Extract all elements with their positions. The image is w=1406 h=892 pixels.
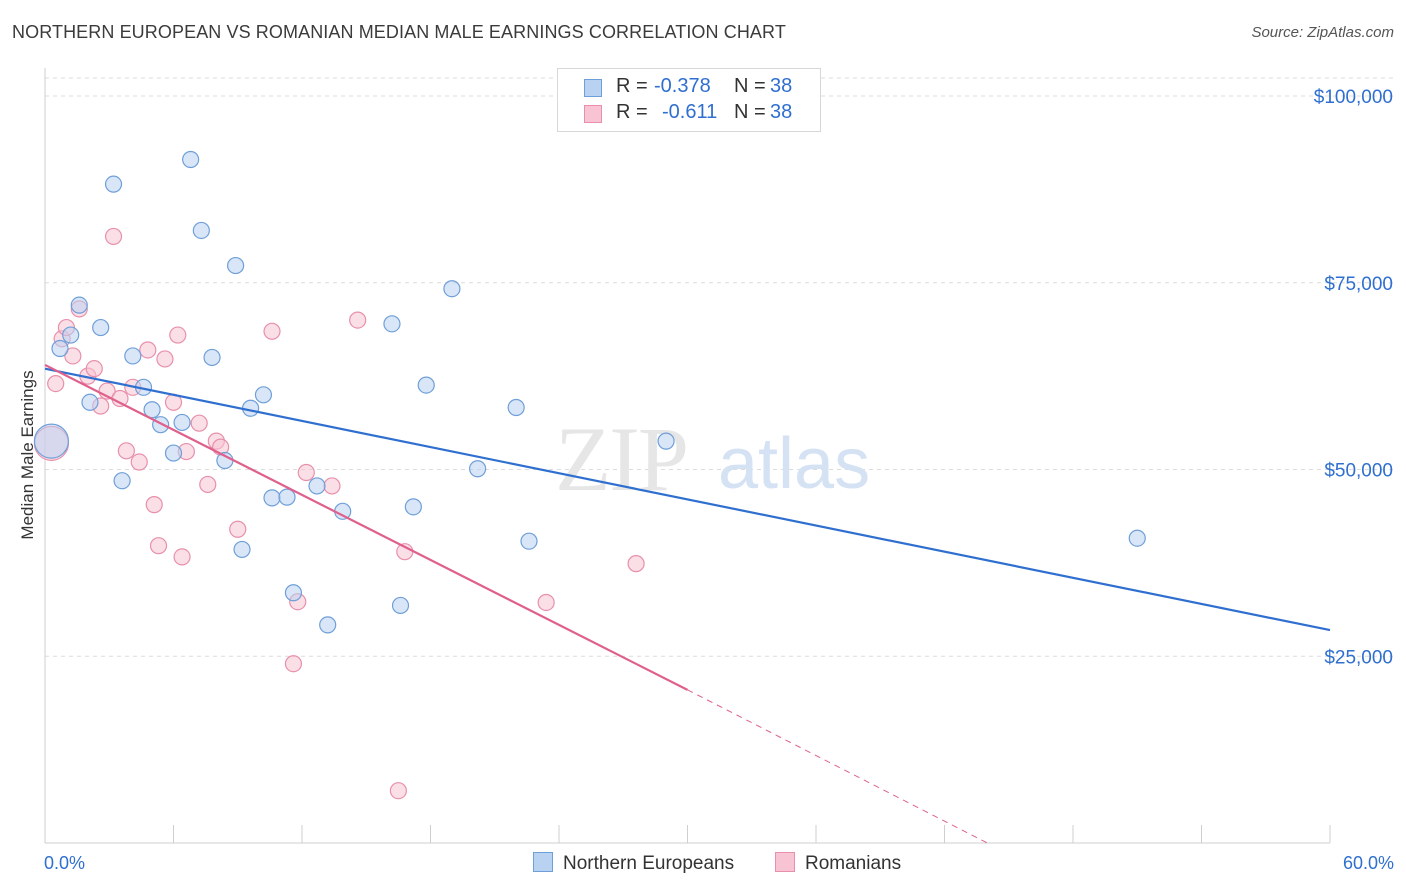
bottom-legend-label: Northern Europeans <box>563 853 735 874</box>
romanians-point-20 <box>169 326 187 344</box>
northern-europeans-point-11 <box>152 416 170 434</box>
chart-title: NORTHERN EUROPEAN VS ROMANIAN MEDIAN MAL… <box>12 22 786 42</box>
northern-europeans-point-6 <box>104 175 123 193</box>
northern-europeans-point-5 <box>92 318 110 337</box>
romanians-point-12 <box>117 442 135 460</box>
legend-n-label: N = <box>734 75 766 97</box>
northern-europeans-point-27 <box>334 502 352 520</box>
northern-europeans-point-13 <box>173 413 191 432</box>
northern-europeans-point-32 <box>443 280 461 298</box>
romanians-point-7 <box>85 360 103 378</box>
legend-swatch-pink <box>584 105 602 123</box>
correlation-legend: R = -0.378 N = 38 R = -0.611 N = 38 <box>557 68 821 132</box>
romanians-point-4 <box>64 347 82 365</box>
x-tick-label-max: 60.0% <box>1342 853 1394 873</box>
northern-europeans-point-36 <box>657 432 675 450</box>
northern-europeans-point-22 <box>263 489 281 507</box>
romanians-point-11 <box>111 389 129 408</box>
y-tick-label-25000: $25,000 <box>1324 647 1393 668</box>
northern-europeans-point-37 <box>1128 529 1146 547</box>
northern-europeans-point-33 <box>469 460 487 478</box>
northern-europeans-points <box>33 150 1146 634</box>
northern-europeans-point-21 <box>254 386 273 404</box>
northern-europeans-point-12 <box>164 444 183 462</box>
northern-europeans-point-4 <box>81 393 99 411</box>
bottom-legend-romanians: Romanians <box>775 852 901 875</box>
legend-swatch-blue <box>584 79 602 97</box>
watermark: ZIP atlas <box>555 408 870 510</box>
legend-r-value: -0.611 <box>662 101 718 123</box>
legend-n-value: 38 <box>770 101 793 123</box>
romanians-point-28 <box>284 655 303 673</box>
axes <box>44 68 1331 844</box>
y-tick-label-75000: $75,000 <box>1324 274 1393 295</box>
northern-europeans-point-10 <box>143 401 161 419</box>
trend-lines <box>44 363 1331 844</box>
legend-r-value: -0.378 <box>654 75 711 97</box>
romanians-point-35 <box>537 593 555 612</box>
legend-r-label: R = <box>616 75 648 97</box>
romanians-point-24 <box>199 475 217 494</box>
northern-europeans-point-26 <box>319 616 337 634</box>
bottom-legend-swatch-pink <box>775 852 795 872</box>
northern-europeans-point-1 <box>51 339 69 358</box>
legend-n-value: 38 <box>770 75 793 97</box>
y-tick-label-100000: $100,000 <box>1314 87 1393 108</box>
grid-lines <box>45 77 1393 657</box>
x-tick-label-min: 0.0% <box>44 853 86 873</box>
romanians-point-10 <box>104 227 123 246</box>
northern-europeans-point-34 <box>507 398 525 417</box>
northern-europeans-point-8 <box>124 347 142 365</box>
legend-row-northern-europeans: R = -0.378 N = 38 <box>558 75 820 101</box>
northern-europeans-point-14 <box>182 150 200 169</box>
northern-europeans-point-25 <box>308 477 326 495</box>
northern-europeans-point-16 <box>203 348 221 367</box>
romanians-point-15 <box>139 341 157 359</box>
northern-europeans-point-18 <box>227 256 245 275</box>
romanians-point-21 <box>173 548 191 566</box>
northern-europeans-trend-line <box>44 367 1331 632</box>
romanians-point-32 <box>349 311 367 329</box>
northern-europeans-point-35 <box>520 532 538 550</box>
romanians-point-1 <box>47 374 65 393</box>
northern-europeans-point-7 <box>113 472 131 490</box>
romanians-point-16 <box>145 496 163 514</box>
source-label: Source: ZipAtlas.com <box>1251 24 1394 41</box>
romanians-trend-line-extension <box>687 689 988 844</box>
northern-europeans-point-19 <box>233 540 251 559</box>
northern-europeans-point-0 <box>33 423 70 459</box>
legend-r-label: R = <box>616 101 648 123</box>
northern-europeans-point-2 <box>62 326 80 344</box>
northern-europeans-point-30 <box>404 498 422 516</box>
romanians-point-33 <box>389 782 407 800</box>
y-tick-labels: $25,000 $50,000 $75,000 $100,000 <box>1314 87 1393 668</box>
bottom-legend-label: Romanians <box>805 853 902 874</box>
watermark-zip: ZIP <box>555 408 687 510</box>
bottom-legend-northern-europeans: Northern Europeans <box>533 852 734 875</box>
romanians-point-18 <box>156 350 174 368</box>
romanians-point-27 <box>263 322 281 340</box>
romanians-point-30 <box>297 463 315 482</box>
northern-europeans-point-24 <box>284 584 303 602</box>
northern-europeans-point-31 <box>417 376 435 394</box>
romanians-trend-line <box>44 363 688 691</box>
romanians-point-36 <box>627 555 645 573</box>
legend-n-label: N = <box>734 101 766 123</box>
northern-europeans-point-29 <box>391 596 410 615</box>
northern-europeans-point-3 <box>70 296 88 314</box>
northern-europeans-point-28 <box>383 315 401 333</box>
northern-europeans-point-23 <box>278 488 296 506</box>
watermark-atlas: atlas <box>718 424 870 504</box>
romanians-point-23 <box>190 414 208 432</box>
northern-europeans-point-15 <box>192 221 210 240</box>
bottom-legend-swatch-blue <box>533 852 553 872</box>
romanians-point-14 <box>130 453 148 471</box>
romanians-point-17 <box>149 537 168 555</box>
y-tick-label-50000: $50,000 <box>1324 461 1393 482</box>
romanians-point-31 <box>323 477 341 495</box>
romanians-point-26 <box>229 520 247 538</box>
legend-row-romanians: R = -0.611 N = 38 <box>558 101 820 127</box>
